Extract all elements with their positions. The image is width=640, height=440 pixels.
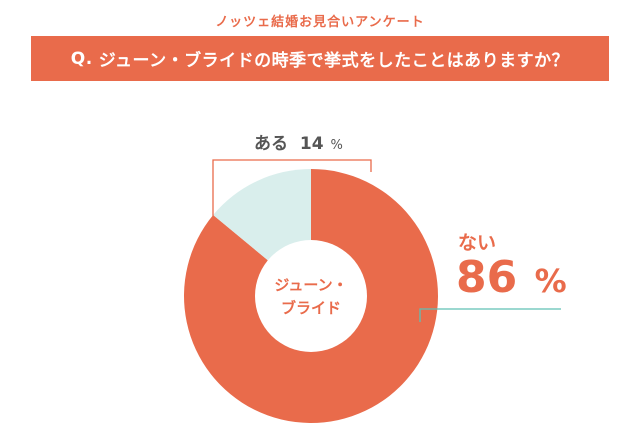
slice-value-aru: 14 (300, 134, 324, 154)
slice-value-nai: 86 (456, 252, 517, 303)
slice-unit-nai: % (535, 262, 567, 300)
center-label-line-2: ブライド (281, 299, 341, 317)
question-banner: Q. ジューン・ブライドの時季で挙式をしたことはありますか？ (31, 36, 609, 81)
survey-title: ノッツェ結婚お見合いアンケート (215, 15, 425, 30)
leader-line-aru (212, 159, 372, 216)
question-prefix: Q. (70, 48, 93, 69)
center-label-line-1: ジューン・ (274, 276, 347, 294)
leader-line-nai (419, 308, 561, 322)
donut-hole (255, 240, 367, 352)
question-text: ジューン・ブライドの時季で挙式をしたことはありますか？ (98, 51, 570, 71)
slice-label-aru: ある 14 % (254, 134, 343, 154)
slice-name-nai: ない (458, 232, 496, 254)
slice-name-aru: ある (254, 134, 288, 154)
slice-label-nai: 86 % (456, 252, 567, 303)
slice-unit-aru: % (331, 138, 343, 153)
